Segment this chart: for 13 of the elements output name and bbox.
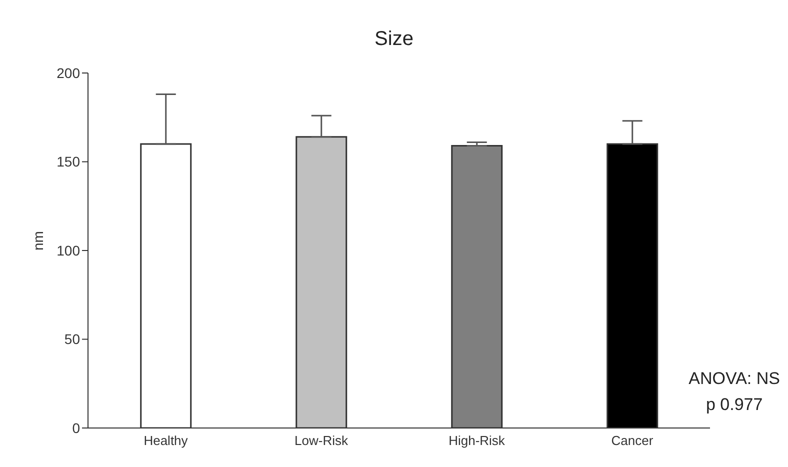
- x-tick-label: Healthy: [144, 433, 188, 448]
- y-tick-label: 150: [56, 154, 80, 170]
- annotation: ANOVA: NS: [688, 368, 780, 390]
- chart-title: Size: [374, 28, 414, 51]
- y-tick-label: 50: [64, 331, 80, 348]
- y-tick-label: 100: [56, 242, 80, 258]
- annotation: p 0.977: [704, 394, 764, 416]
- y-tick-label: 200: [56, 64, 80, 81]
- x-tick-label: High-Risk: [448, 433, 506, 448]
- x-tick-label: Low-Risk: [294, 433, 348, 448]
- y-axis-title: nm: [30, 231, 46, 250]
- y-tick-label: 0: [72, 420, 80, 436]
- x-tick-label: Cancer: [611, 433, 654, 448]
